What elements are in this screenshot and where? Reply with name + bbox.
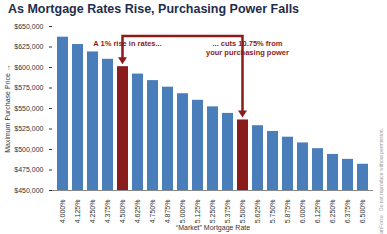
svg-text:4.375%: 4.375% [104, 200, 111, 224]
svg-text:6.500%: 6.500% [359, 200, 366, 224]
svg-text:4.250%: 4.250% [89, 200, 96, 224]
svg-text:©ChartForce Do not reproduce: ©ChartForce Do not reproduce without per… [378, 128, 384, 234]
svg-text:6.000%: 6.000% [299, 200, 306, 224]
svg-text:5.625%: 5.625% [254, 200, 261, 224]
svg-text:A 1% rise in rates...: A 1% rise in rates... [93, 39, 162, 48]
svg-text:... cuts 10.75% fromyour purch: ... cuts 10.75% fromyour purchasing powe… [206, 39, 289, 57]
svg-text:4.500%: 4.500% [119, 200, 126, 224]
svg-text:5.750%: 5.750% [269, 200, 276, 224]
svg-text:$600,000: $600,000 [14, 64, 43, 71]
svg-text:4.625%: 4.625% [134, 200, 141, 224]
html-text:As Mortgage Rates Rise, Purcha: As Mortgage Rates Rise, Purchasing Power… [8, 2, 300, 16]
svg-text:4.875%: 4.875% [164, 200, 171, 224]
svg-text:4.750%: 4.750% [149, 200, 156, 224]
svg-text:$525,000: $525,000 [14, 125, 43, 132]
svg-text:$625,000: $625,000 [14, 43, 43, 50]
svg-text:Maximum Purchase Price →: Maximum Purchase Price → [4, 64, 11, 153]
svg-text:$500,000: $500,000 [14, 146, 43, 153]
svg-text:5.375%: 5.375% [224, 200, 231, 224]
svg-text:5.125%: 5.125% [194, 200, 201, 224]
svg-text:5.000%: 5.000% [179, 200, 186, 224]
svg-text:4.000%: 4.000% [59, 200, 66, 224]
svg-text:$575,000: $575,000 [14, 84, 43, 91]
svg-text:6.375%: 6.375% [344, 200, 351, 224]
svg-text:$650,000: $650,000 [14, 23, 43, 30]
svg-text:$550,000: $550,000 [14, 105, 43, 112]
svg-text:$475,000: $475,000 [14, 166, 43, 173]
svg-text:6.125%: 6.125% [314, 200, 321, 224]
svg-text:6.250%: 6.250% [329, 200, 336, 224]
svg-text:5.250%: 5.250% [209, 200, 216, 224]
svg-text:5.875%: 5.875% [284, 200, 291, 224]
svg-text:“Market” Mortgage Rate: “Market” Mortgage Rate [176, 224, 250, 232]
svg-text:4.125%: 4.125% [74, 200, 81, 224]
svg-text:$450,000: $450,000 [14, 187, 43, 194]
svg-text:5.500%: 5.500% [239, 200, 246, 224]
